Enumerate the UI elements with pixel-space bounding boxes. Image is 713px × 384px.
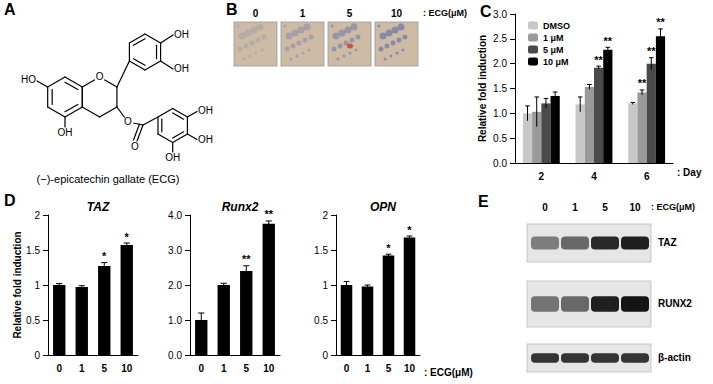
svg-text:5: 5 [386,363,392,374]
svg-text:1.5: 1.5 [314,245,328,256]
svg-text:O: O [131,141,139,152]
svg-text:10: 10 [391,8,403,19]
svg-text:Runx2: Runx2 [222,200,259,214]
svg-text:DMSO: DMSO [543,21,570,31]
svg-text:OPN: OPN [370,200,396,214]
svg-text:10: 10 [263,363,275,374]
svg-text:**: ** [656,16,665,28]
svg-text:5 μM: 5 μM [543,45,564,55]
svg-text:0: 0 [198,363,204,374]
svg-text:0: 0 [253,8,259,19]
svg-text:1 μM: 1 μM [543,33,564,43]
svg-text:0: 0 [344,363,350,374]
svg-text:*: * [386,242,391,254]
svg-text:1.0: 1.0 [493,108,507,119]
svg-text:1: 1 [300,8,306,19]
svg-text:6: 6 [644,171,650,182]
svg-text:1.5: 1.5 [26,245,40,256]
svg-text:: ECG(μM): : ECG(μM) [424,367,473,378]
svg-text:10: 10 [121,363,133,374]
svg-text:1: 1 [34,280,40,291]
svg-text:1.0: 1.0 [168,315,182,326]
svg-text:0: 0 [322,350,328,361]
svg-text:*: * [407,224,412,236]
svg-text:4.0: 4.0 [168,210,182,221]
svg-text:1: 1 [322,280,328,291]
svg-text:*: * [102,250,107,262]
svg-text:2.0: 2.0 [493,58,507,69]
svg-text:A: A [4,1,16,18]
svg-text:**: ** [647,45,656,57]
svg-text:0: 0 [56,363,62,374]
svg-text:5: 5 [243,363,249,374]
svg-text:OH: OH [165,152,180,163]
svg-text:**: ** [594,54,603,66]
svg-text:5: 5 [347,8,353,19]
svg-text:0.5: 0.5 [26,315,40,326]
svg-text:OH: OH [198,105,213,116]
svg-text:β-actin: β-actin [658,352,691,363]
svg-text:1: 1 [221,363,227,374]
svg-text:2: 2 [34,210,40,221]
svg-text:2: 2 [322,210,328,221]
svg-text:OH: OH [174,63,189,74]
svg-text:4: 4 [591,171,597,182]
svg-text:10: 10 [404,363,416,374]
svg-text:D: D [4,192,16,209]
svg-text:0.5: 0.5 [314,315,328,326]
svg-text:0.0: 0.0 [168,350,182,361]
svg-text:0.0: 0.0 [493,158,507,169]
svg-text:: ECG(μM): : ECG(μM) [651,202,695,212]
svg-text:: ECG(μM): : ECG(μM) [423,8,467,18]
svg-text:OH: OH [174,29,189,40]
svg-text:**: ** [604,35,613,47]
svg-text:**: ** [264,208,273,220]
svg-text:1.5: 1.5 [493,83,507,94]
svg-text:HO: HO [21,74,36,85]
svg-text:0: 0 [34,350,40,361]
svg-text:TAZ: TAZ [658,237,677,248]
svg-text:OH: OH [198,134,213,145]
svg-text:2.0: 2.0 [168,280,182,291]
svg-text:1: 1 [79,363,85,374]
svg-text:Relative fold induction: Relative fold induction [477,35,488,142]
svg-text:2: 2 [539,171,545,182]
svg-text:C: C [480,3,492,20]
svg-text:5: 5 [602,202,608,213]
svg-text:10 μM: 10 μM [543,57,569,67]
svg-text:0.5: 0.5 [493,133,507,144]
svg-text:*: * [125,231,130,243]
svg-text:E: E [478,193,489,210]
svg-text:1: 1 [365,363,371,374]
svg-text:TAZ: TAZ [87,200,110,214]
svg-text:B: B [226,1,238,18]
svg-text:1: 1 [572,202,578,213]
svg-text:3.0: 3.0 [493,9,507,20]
svg-text:0: 0 [542,202,548,213]
svg-text:3.0: 3.0 [168,245,182,256]
svg-text:5: 5 [101,363,107,374]
svg-text:: Day: : Day [677,167,702,178]
svg-text:RUNX2: RUNX2 [658,298,692,309]
svg-text:O: O [124,116,132,127]
svg-text:10: 10 [629,202,641,213]
svg-text:**: ** [638,77,647,89]
svg-text:**: ** [242,253,251,265]
svg-text:(−)-epicatechin gallate (ECG): (−)-epicatechin gallate (ECG) [37,173,180,185]
svg-text:Relative fold induction: Relative fold induction [12,231,23,338]
svg-text:O: O [96,71,104,82]
svg-text:2.5: 2.5 [493,33,507,44]
svg-text:OH: OH [58,127,73,138]
